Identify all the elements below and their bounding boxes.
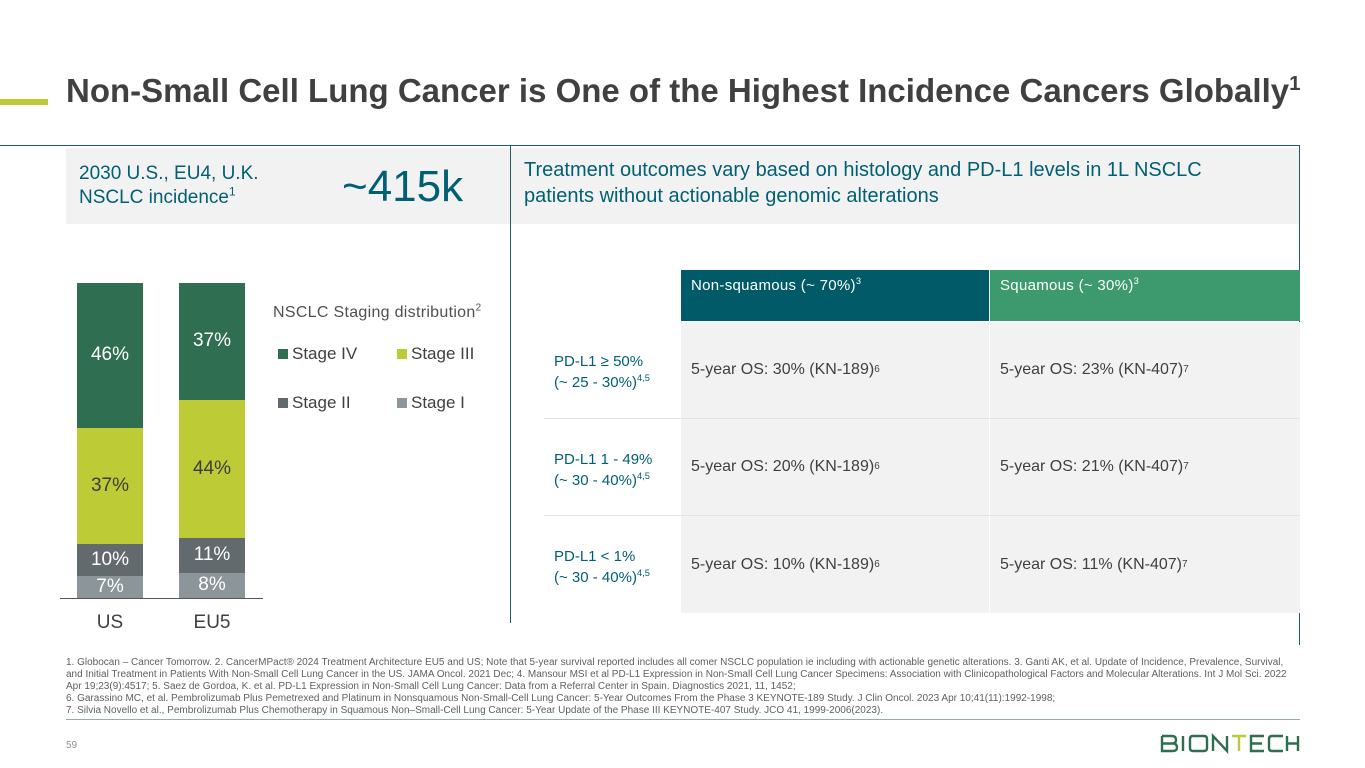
table-cell: 5-year OS: 30% (KN-189) 6 bbox=[681, 322, 989, 418]
bar-segment-stage-ii-us: 10% bbox=[77, 544, 143, 576]
table-cell: 5-year OS: 10% (KN-189) 6 bbox=[681, 516, 989, 613]
incidence-label: 2030 U.S., EU4, U.K. NSCLC incidence1 bbox=[79, 163, 259, 208]
data-label: 44% bbox=[192, 457, 232, 479]
bar-segment-stage-i-eu5: 8% bbox=[179, 572, 245, 598]
outcomes-heading: Treatment outcomes vary based on histolo… bbox=[524, 159, 1202, 207]
legend-swatch bbox=[278, 349, 288, 359]
legend-item-stage-iv: Stage IV bbox=[278, 344, 357, 364]
bar-segment-stage-iv-eu5: 37% bbox=[179, 283, 245, 400]
outcomes-panel: Treatment outcomes vary based on histolo… bbox=[511, 148, 1299, 224]
legend-title: NSCLC Staging distribution2 bbox=[273, 302, 482, 321]
footnote: 6. Garassino MC, et al. Pembrolizumab Pl… bbox=[66, 693, 1056, 704]
bar-segment-stage-iv-us: 46% bbox=[77, 283, 143, 428]
data-label: 7% bbox=[96, 575, 124, 597]
footnote: 7. Silvia Novello et al., Pembrolizumab … bbox=[66, 705, 884, 716]
header-squamous: Squamous (~ 30%)3 bbox=[990, 270, 1300, 321]
incidence-panel: 2030 U.S., EU4, U.K. NSCLC incidence1 ~4… bbox=[66, 148, 510, 224]
row-divider bbox=[544, 515, 1300, 516]
table-cell: 5-year OS: 21% (KN-407) 7 bbox=[990, 419, 1300, 515]
legend-swatch bbox=[278, 398, 288, 408]
row-label-pdl1-mid: PD-L1 1 - 49% (~ 30 - 40%)4,5 bbox=[554, 451, 653, 489]
chart-baseline bbox=[60, 598, 263, 599]
data-label: 8% bbox=[198, 574, 226, 596]
row-divider bbox=[544, 418, 1300, 419]
data-label: 46% bbox=[90, 344, 130, 366]
legend-item-stage-i: Stage I bbox=[397, 393, 465, 413]
legend-swatch bbox=[397, 398, 407, 408]
row-label-pdl1-high: PD-L1 ≥ 50% (~ 25 - 30%)4,5 bbox=[554, 353, 650, 391]
data-label: 11% bbox=[193, 544, 231, 566]
divider bbox=[510, 145, 511, 623]
table-cell: 5-year OS: 11% (KN-407) 7 bbox=[990, 516, 1300, 613]
biontech-logo bbox=[1160, 732, 1300, 760]
page-number: 59 bbox=[66, 740, 78, 751]
incidence-value: ~415k bbox=[342, 162, 464, 211]
bar-segment-stage-i-us: 7% bbox=[77, 575, 143, 598]
row-label-pdl1-low: PD-L1 < 1% (~ 30 - 40%)4,5 bbox=[554, 548, 650, 586]
page-title: Non-Small Cell Lung Cancer is One of the… bbox=[66, 72, 1301, 109]
data-label: 37% bbox=[90, 475, 130, 497]
legend-swatch bbox=[397, 349, 407, 359]
footer-rule bbox=[66, 719, 1300, 720]
logo-wordmark bbox=[1160, 732, 1300, 755]
footnotes: 1. Globocan – Cancer Tomorrow. 2. Cancer… bbox=[66, 657, 1296, 717]
bar-segment-stage-iii-us: 37% bbox=[77, 427, 143, 545]
bar-segment-stage-ii-eu5: 11% bbox=[179, 538, 245, 573]
x-label-us: US bbox=[96, 612, 124, 633]
legend-item-stage-ii: Stage II bbox=[278, 393, 351, 413]
divider bbox=[0, 145, 1300, 146]
data-label: 37% bbox=[192, 330, 232, 352]
table-cell: 5-year OS: 23% (KN-407) 7 bbox=[990, 322, 1300, 418]
legend-item-stage-iii: Stage III bbox=[397, 344, 474, 364]
x-label-eu5: EU5 bbox=[193, 612, 231, 633]
accent-bar bbox=[0, 99, 48, 105]
bar-segment-stage-iii-eu5: 44% bbox=[179, 399, 245, 539]
table-cell: 5-year OS: 20% (KN-189) 6 bbox=[681, 419, 989, 515]
header-non-squamous: Non-squamous (~ 70%)3 bbox=[681, 270, 989, 321]
data-label: 10% bbox=[90, 549, 130, 571]
footnote: 1. Globocan – Cancer Tomorrow. 2. Cancer… bbox=[66, 657, 1287, 692]
